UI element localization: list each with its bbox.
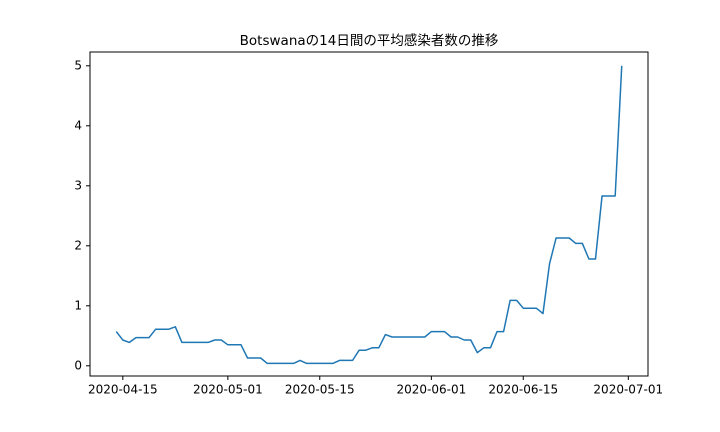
x-tick-label: 2020-05-01 xyxy=(193,383,263,397)
x-tick-label: 2020-07-01 xyxy=(593,383,663,397)
y-tick-label: 0 xyxy=(74,358,82,372)
y-tick-label: 5 xyxy=(74,58,82,72)
plot-frame xyxy=(89,51,649,377)
series-line xyxy=(115,65,623,365)
chart-title: Botswanaの14日間の平均感染者数の推移 xyxy=(240,32,499,49)
x-tick-label: 2020-04-15 xyxy=(88,383,158,397)
y-tick-label: 2 xyxy=(74,238,82,252)
y-tick-label: 4 xyxy=(74,118,82,132)
y-tick-label: 1 xyxy=(74,298,82,312)
x-tick-label: 2020-06-15 xyxy=(488,383,558,397)
x-tick-label: 2020-05-15 xyxy=(285,383,355,397)
x-tick-label: 2020-06-01 xyxy=(396,383,466,397)
y-tick-label: 3 xyxy=(74,178,82,192)
